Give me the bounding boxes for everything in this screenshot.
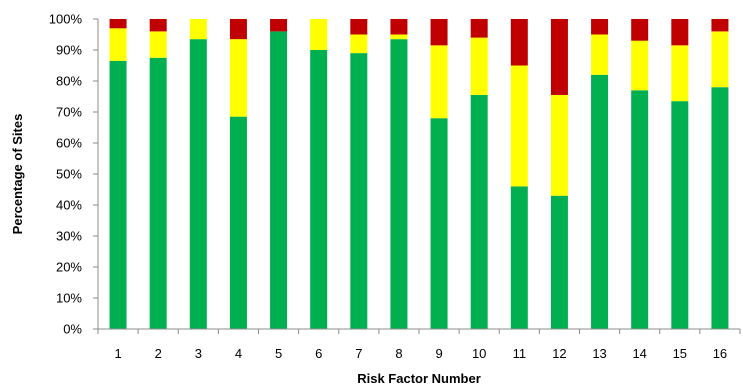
bar-segment bbox=[671, 19, 689, 46]
y-tick-label: 90% bbox=[56, 43, 82, 58]
bar-segment bbox=[350, 19, 368, 35]
bar-segment bbox=[270, 19, 288, 32]
bar-segment bbox=[591, 34, 609, 75]
bar-segment bbox=[270, 31, 288, 330]
bar-segment bbox=[430, 45, 448, 119]
bar-segment bbox=[510, 65, 528, 187]
bar-segment bbox=[109, 60, 127, 329]
x-tick-label: 4 bbox=[235, 346, 242, 361]
y-axis-tick-labels: 0% 10% 20% 30% 40% 50% 60% 70% 80% 90% 100% bbox=[49, 12, 83, 337]
x-tick-label: 3 bbox=[195, 346, 202, 361]
bar-segment bbox=[711, 31, 729, 88]
bar-segment bbox=[350, 34, 368, 54]
bar-segment bbox=[310, 50, 328, 329]
y-axis-title: Percentage of Sites bbox=[10, 114, 25, 235]
y-tick-label: 30% bbox=[56, 229, 82, 244]
y-tick-label: 100% bbox=[49, 12, 83, 27]
bar-segment bbox=[390, 34, 408, 40]
bar-segment bbox=[390, 19, 408, 35]
bar-segment bbox=[470, 94, 488, 329]
x-tick-label: 14 bbox=[632, 346, 646, 361]
bar-segment bbox=[470, 37, 488, 95]
x-tick-label: 11 bbox=[513, 346, 527, 361]
y-tick-label: 0% bbox=[63, 322, 82, 337]
x-tick-label: 5 bbox=[275, 346, 282, 361]
x-tick-label: 6 bbox=[315, 346, 322, 361]
bars bbox=[109, 19, 729, 330]
x-tick-label: 13 bbox=[592, 346, 606, 361]
x-tick-label: 2 bbox=[155, 346, 162, 361]
y-tick-label: 20% bbox=[56, 260, 82, 275]
x-tick-label: 12 bbox=[552, 346, 566, 361]
x-tick-label: 7 bbox=[355, 346, 362, 361]
bar-segment bbox=[109, 28, 127, 61]
bar-segment bbox=[510, 19, 528, 66]
bar-segment bbox=[109, 19, 127, 29]
bar-segment bbox=[591, 19, 609, 35]
bar-segment bbox=[189, 19, 207, 40]
bar-segment bbox=[711, 87, 729, 329]
y-tick-label: 10% bbox=[56, 291, 82, 306]
y-tick-label: 50% bbox=[56, 167, 82, 182]
bar-segment bbox=[229, 19, 247, 40]
bar-segment bbox=[189, 39, 207, 330]
bar-segment bbox=[229, 39, 247, 117]
x-tick-label: 10 bbox=[472, 346, 486, 361]
x-axis-tick-labels: 1 2 3 4 5 6 7 8 9 10 11 12 13 14 15 16 bbox=[114, 346, 727, 361]
y-tick-label: 60% bbox=[56, 136, 82, 151]
bar-segment bbox=[671, 45, 689, 102]
x-tick-label: 9 bbox=[435, 346, 442, 361]
bar-segment bbox=[149, 31, 167, 58]
bar-segment bbox=[591, 74, 609, 329]
x-tick-label: 8 bbox=[395, 346, 402, 361]
bar-segment bbox=[149, 19, 167, 32]
x-axis-title: Risk Factor Number bbox=[357, 371, 481, 386]
bar-segment bbox=[550, 94, 568, 196]
bar-segment bbox=[149, 57, 167, 329]
bar-segment bbox=[229, 116, 247, 330]
bar-segment bbox=[390, 39, 408, 330]
x-tick-label: 16 bbox=[713, 346, 727, 361]
bar-segment bbox=[631, 90, 649, 329]
bar-segment bbox=[430, 19, 448, 46]
bar-segment bbox=[350, 53, 368, 329]
y-tick-label: 80% bbox=[56, 74, 82, 89]
axes bbox=[93, 18, 741, 334]
x-tick-label: 15 bbox=[673, 346, 687, 361]
bar-segment bbox=[550, 19, 568, 95]
y-tick-label: 40% bbox=[56, 198, 82, 213]
bar-segment bbox=[711, 19, 729, 32]
bar-segment bbox=[470, 19, 488, 38]
bar-segment bbox=[430, 118, 448, 329]
bar-segment bbox=[671, 101, 689, 330]
bar-segment bbox=[631, 19, 649, 41]
y-tick-label: 70% bbox=[56, 105, 82, 120]
x-tick-label: 1 bbox=[114, 346, 121, 361]
bar-segment bbox=[310, 19, 328, 50]
bar-segment bbox=[631, 40, 649, 91]
bar-segment bbox=[510, 186, 528, 329]
bar-segment bbox=[550, 195, 568, 329]
